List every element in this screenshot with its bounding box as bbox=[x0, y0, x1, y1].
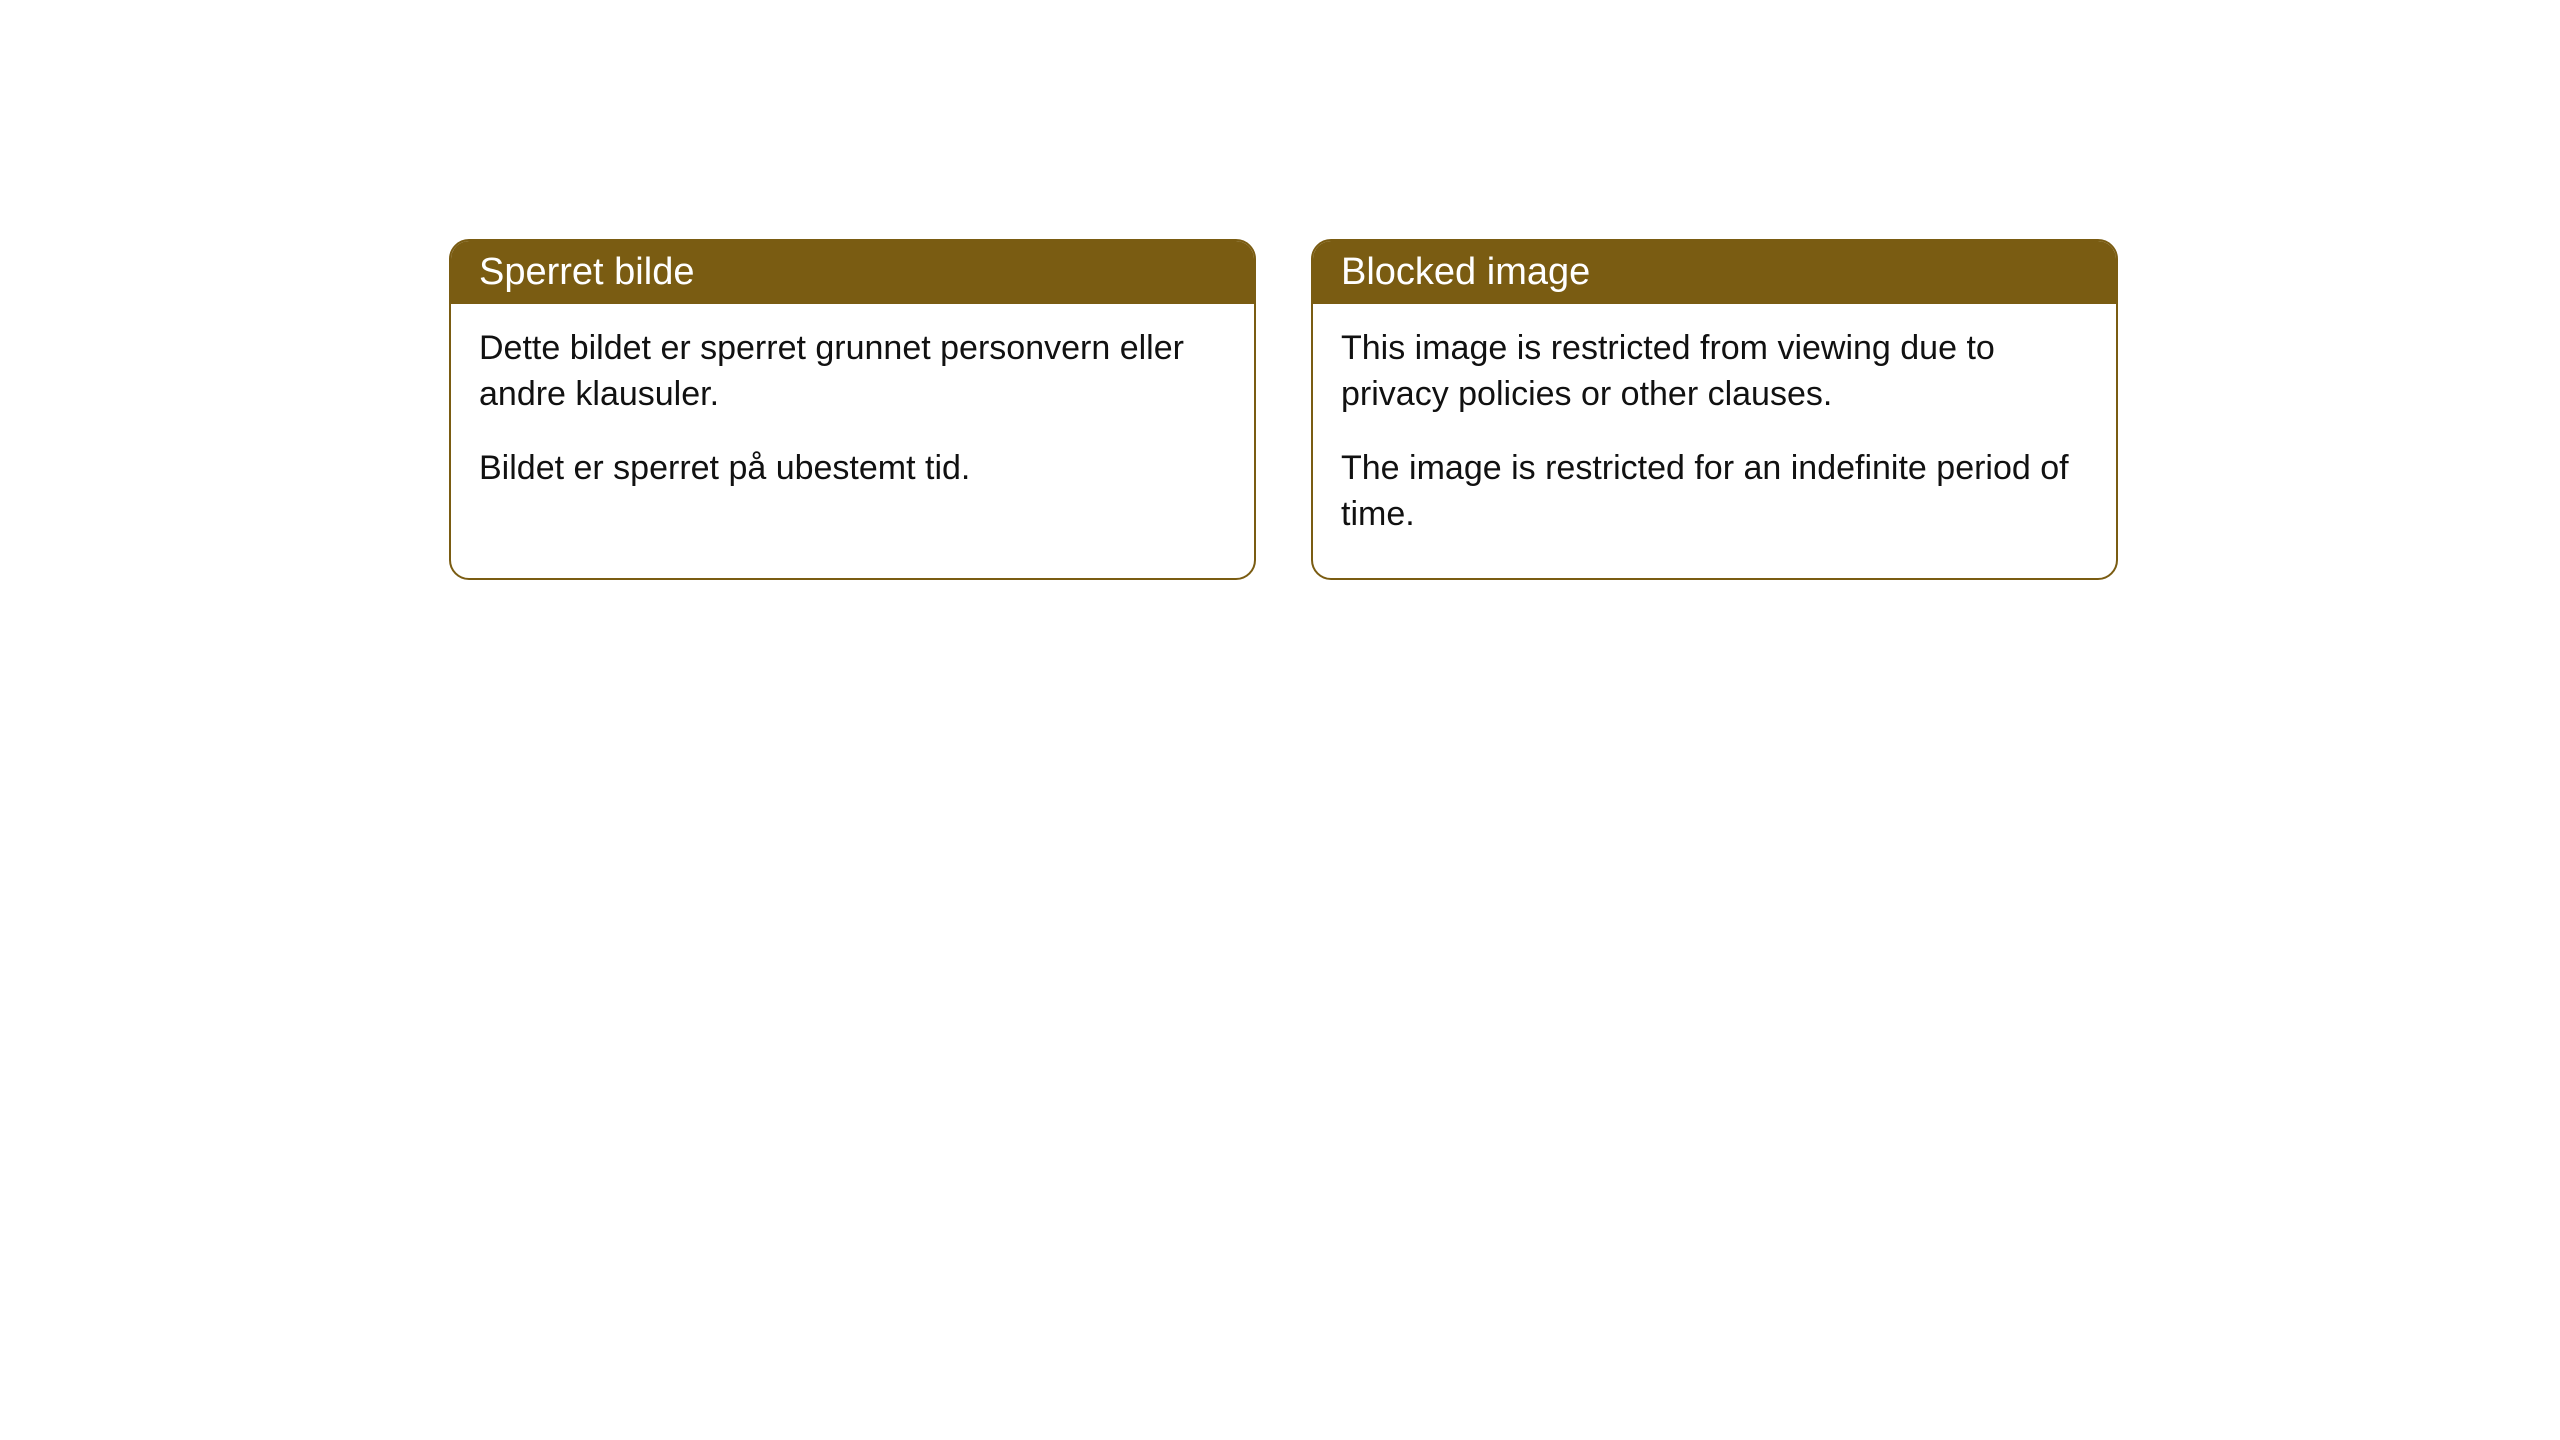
notice-card-english: Blocked image This image is restricted f… bbox=[1311, 239, 2118, 580]
card-title: Sperret bilde bbox=[479, 251, 694, 293]
card-paragraph: Bildet er sperret på ubestemt tid. bbox=[479, 446, 1226, 492]
card-header: Sperret bilde bbox=[451, 241, 1254, 304]
card-body: This image is restricted from viewing du… bbox=[1313, 304, 2116, 578]
card-header: Blocked image bbox=[1313, 241, 2116, 304]
card-paragraph: Dette bildet er sperret grunnet personve… bbox=[479, 326, 1226, 418]
notice-card-norwegian: Sperret bilde Dette bildet er sperret gr… bbox=[449, 239, 1256, 580]
card-paragraph: The image is restricted for an indefinit… bbox=[1341, 446, 2088, 538]
card-body: Dette bildet er sperret grunnet personve… bbox=[451, 304, 1254, 532]
card-paragraph: This image is restricted from viewing du… bbox=[1341, 326, 2088, 418]
notice-cards-container: Sperret bilde Dette bildet er sperret gr… bbox=[449, 239, 2118, 580]
card-title: Blocked image bbox=[1341, 251, 1590, 293]
